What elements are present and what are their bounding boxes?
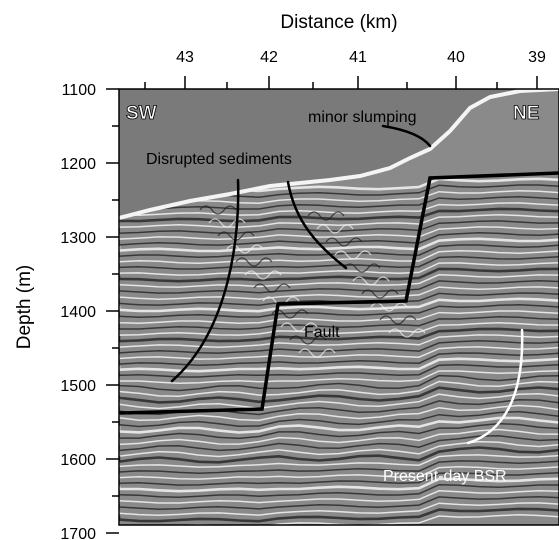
disrupted-reflector — [307, 211, 345, 221]
seismic-reflector — [119, 250, 559, 264]
seismic-reflector — [119, 214, 559, 228]
disrupted-reflector — [325, 237, 363, 247]
disrupted-reflector — [253, 283, 291, 293]
seismic-reflector — [119, 477, 559, 493]
bsr-label: Present-day BSR — [383, 468, 507, 485]
seismic-reflector — [119, 340, 559, 354]
disrupted-reflector — [361, 289, 399, 299]
seismic-reflector — [119, 256, 559, 270]
seismic-reflector — [119, 422, 559, 440]
seismic-reflector — [119, 352, 559, 366]
disrupted-reflector — [316, 224, 354, 234]
y-tick-label-1700: 1700 — [60, 526, 96, 540]
seismic-reflector — [119, 460, 559, 474]
disrupted-reflector — [199, 205, 237, 215]
y-tick-label-1500: 1500 — [60, 378, 96, 395]
fault-line — [119, 171, 559, 415]
disrupted-sediments-pointer-left — [170, 178, 240, 383]
seismic-reflector — [119, 322, 559, 336]
y-axis-title: Depth (m) — [14, 265, 35, 349]
disrupted-reflector — [226, 244, 264, 254]
seafloor-reflector — [119, 89, 559, 220]
y-tick-label-1400: 1400 — [60, 304, 96, 321]
seismic-reflector — [119, 262, 559, 276]
disrupted-reflector — [289, 335, 327, 345]
seismic-reflector — [119, 507, 559, 523]
seismic-reflector — [119, 232, 559, 246]
y-tick-marks — [106, 88, 119, 534]
annotations — [119, 124, 559, 445]
seismic-reflector — [119, 380, 559, 397]
disrupted-reflector — [388, 328, 426, 338]
seismic-reflector — [119, 514, 559, 525]
x-tick-label-40: 40 — [447, 49, 465, 66]
y-tick-label-1200: 1200 — [60, 156, 96, 173]
plot-frame — [118, 88, 559, 526]
seismic-reflector — [119, 502, 559, 516]
seismic-reflector — [119, 286, 559, 300]
seismic-reflector — [119, 357, 559, 373]
seismic-reflector — [119, 490, 559, 504]
x-tick-label-39: 39 — [528, 49, 546, 66]
seismic-reflector — [119, 316, 559, 330]
y-tick-label-1100: 1100 — [62, 82, 97, 99]
x-tick-marks — [144, 76, 538, 89]
seismic-reflector — [119, 386, 559, 404]
disrupted-sediments-pointer-right — [286, 180, 348, 270]
seismic-reflector — [119, 496, 559, 510]
seismic-reflector — [119, 346, 559, 360]
seismic-reflector — [119, 416, 559, 434]
seismic-reflector — [119, 466, 559, 480]
seismic-reflector — [119, 280, 559, 294]
seismic-reflector — [119, 297, 559, 313]
x-tick-label-43: 43 — [176, 49, 194, 66]
disrupted-reflector — [352, 276, 390, 286]
disrupted-reflector — [235, 257, 273, 267]
seismic-reflector — [119, 334, 559, 348]
disrupted-reflector — [208, 218, 246, 228]
seismic-reflector — [119, 440, 559, 458]
seismic-reflector — [119, 327, 559, 343]
seismic-reflector — [119, 374, 559, 392]
seismic-reflector — [119, 370, 559, 384]
seismic-reflector — [119, 274, 559, 288]
seismic-reflector — [119, 392, 559, 410]
disrupted-reflector — [298, 348, 336, 358]
seismic-reflector — [119, 404, 559, 422]
bsr-pointer — [466, 328, 524, 445]
disrupted-reflector — [343, 263, 381, 273]
seismic-reflector — [119, 304, 559, 318]
seismic-reflector — [119, 237, 559, 253]
y-tick-label-1600: 1600 — [60, 452, 96, 469]
minor-slumping-pointer — [381, 124, 432, 148]
disrupted-reflector — [280, 322, 318, 332]
x-axis-title: Distance (km) — [280, 12, 397, 33]
minor-slumping-label: minor slumping — [308, 109, 416, 126]
seismic-reflector — [119, 428, 559, 446]
ne-label: NE — [513, 103, 539, 124]
seismic-reflector — [119, 202, 559, 216]
x-tick-label-41: 41 — [349, 49, 367, 66]
seismic-reflector — [119, 267, 559, 283]
seismic-reflector — [119, 446, 559, 464]
seismic-reflector — [119, 454, 559, 468]
y-tick-label-1300: 1300 — [60, 230, 96, 247]
seismic-reflector — [119, 220, 559, 234]
seismic-reflector — [119, 472, 559, 486]
seismic-reflector — [119, 310, 559, 324]
seismic-image — [119, 89, 559, 525]
x-tick-label-42: 42 — [260, 49, 278, 66]
disrupted-reflector — [334, 250, 372, 260]
seismic-reflector — [119, 226, 559, 240]
seismic-reflector — [119, 484, 559, 498]
disrupted-reflector — [244, 270, 282, 280]
sw-label: SW — [126, 103, 157, 124]
disrupted-sediments-label: Disrupted sediments — [146, 151, 292, 168]
disrupted-reflector — [379, 315, 417, 325]
fault-label: Fault — [304, 324, 340, 341]
seismic-reflector — [119, 196, 559, 210]
seismic-reflector — [119, 410, 559, 428]
